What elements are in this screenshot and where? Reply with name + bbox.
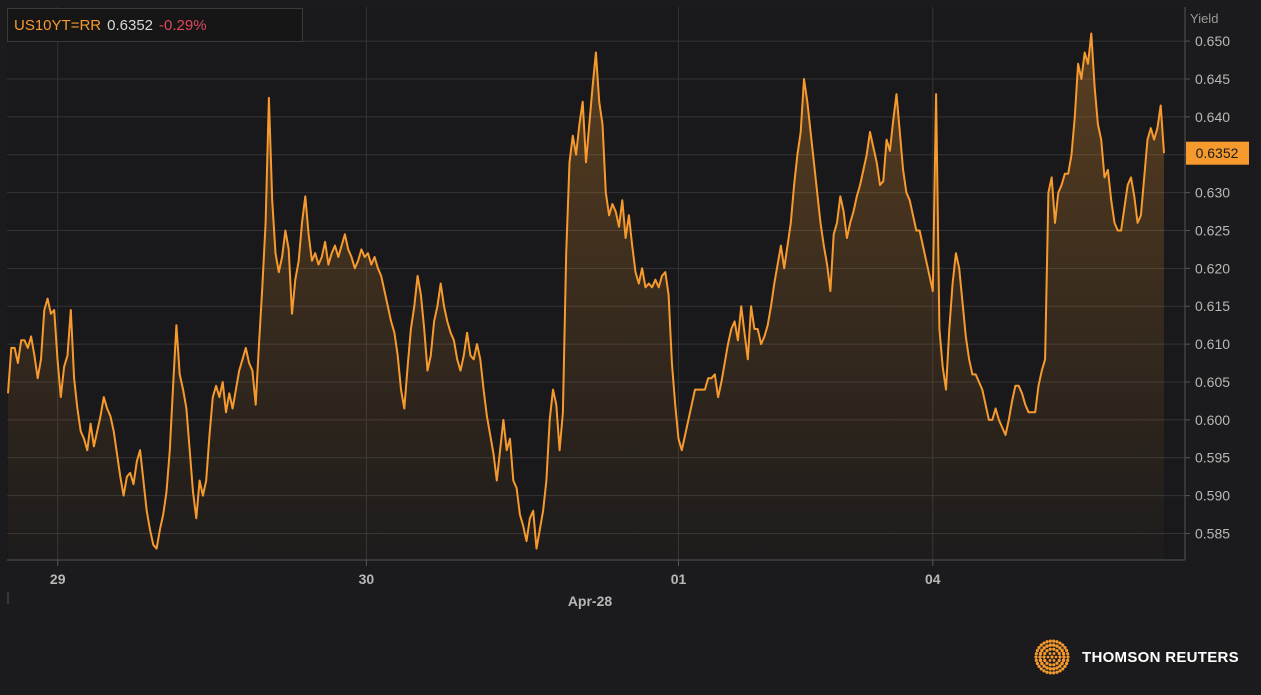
thomson-reuters-dot-logo-icon [1034,639,1070,675]
y-tick-label: 0.595 [1195,450,1230,466]
y-tick-label: 0.645 [1195,71,1230,87]
last-value-marker: 0.6352 [1186,141,1249,165]
ticker-info-box: US10YT=RR 0.6352 -0.29% [7,8,303,42]
y-tick-label: 0.625 [1195,222,1230,238]
y-tick-label: 0.630 [1195,185,1230,201]
y-tick-label: 0.610 [1195,336,1230,352]
brand-name: THOMSON REUTERS [1081,648,1239,666]
ticker-change: -0.29% [159,16,207,34]
x-tick-label: 04 [925,571,941,587]
brand-logo: THOMSON REUTERS [1032,637,1239,677]
ticker-value: 0.6352 [107,16,154,34]
yield-series-line [7,32,1165,550]
y-tick-label: 0.615 [1195,298,1230,314]
y-tick-label: 0.620 [1195,260,1230,276]
x-tick-label: 01 [671,571,687,587]
y-tick-label: 0.650 [1195,33,1230,49]
last-value-label: 0.6352 [1196,145,1239,161]
ticker-symbol: US10YT=RR [14,16,102,34]
x-tick-label: 29 [50,571,66,587]
y-tick-label: 0.590 [1195,488,1230,504]
x-axis-ticks: 29 30 01 04 [50,560,941,587]
y-axis-title: Yield [1190,11,1218,26]
y-tick-label: 0.600 [1195,412,1230,428]
y-tick-label: 0.585 [1195,525,1230,541]
y-tick-label: 0.605 [1195,374,1230,390]
yield-area-fill [8,33,1164,560]
x-axis-month-label: Apr-28 [568,593,613,609]
y-axis-ticks: 0.585 0.590 0.595 0.600 0.605 0.610 0.615 0.620… [1185,33,1230,541]
y-tick-label: 0.640 [1195,109,1230,125]
x-tick-label: 30 [359,571,375,587]
